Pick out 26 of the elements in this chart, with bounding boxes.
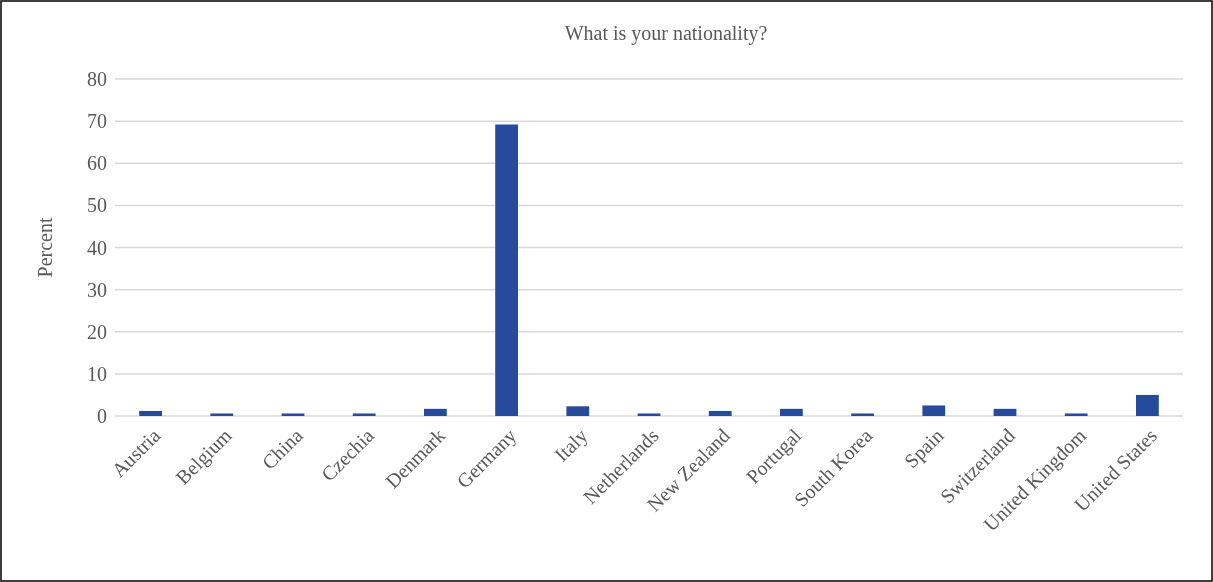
bar bbox=[993, 408, 1017, 416]
bar bbox=[922, 405, 946, 416]
y-axis-title: Percent bbox=[34, 217, 56, 278]
bar bbox=[1064, 413, 1088, 416]
y-tick-label: 80 bbox=[87, 68, 107, 90]
bar bbox=[352, 413, 376, 416]
bar bbox=[281, 413, 305, 416]
y-tick-label: 0 bbox=[97, 405, 107, 427]
y-tick-label: 10 bbox=[87, 362, 107, 385]
bar bbox=[495, 124, 518, 416]
bar bbox=[1136, 394, 1159, 416]
y-tick-label: 60 bbox=[87, 152, 107, 175]
y-tick-label: 30 bbox=[87, 278, 107, 301]
bar bbox=[708, 410, 732, 416]
bar bbox=[424, 408, 447, 416]
bar bbox=[139, 410, 162, 416]
y-tick-label: 20 bbox=[87, 320, 107, 343]
bar bbox=[210, 413, 234, 416]
y-tick-label: 50 bbox=[87, 194, 107, 217]
y-tick-label: 70 bbox=[87, 110, 107, 133]
bar bbox=[851, 413, 874, 416]
bar bbox=[637, 413, 661, 416]
y-tick-label: 40 bbox=[87, 236, 107, 259]
bar bbox=[780, 408, 803, 416]
bar bbox=[566, 406, 590, 416]
chart-title: What is your nationality? bbox=[564, 22, 768, 45]
